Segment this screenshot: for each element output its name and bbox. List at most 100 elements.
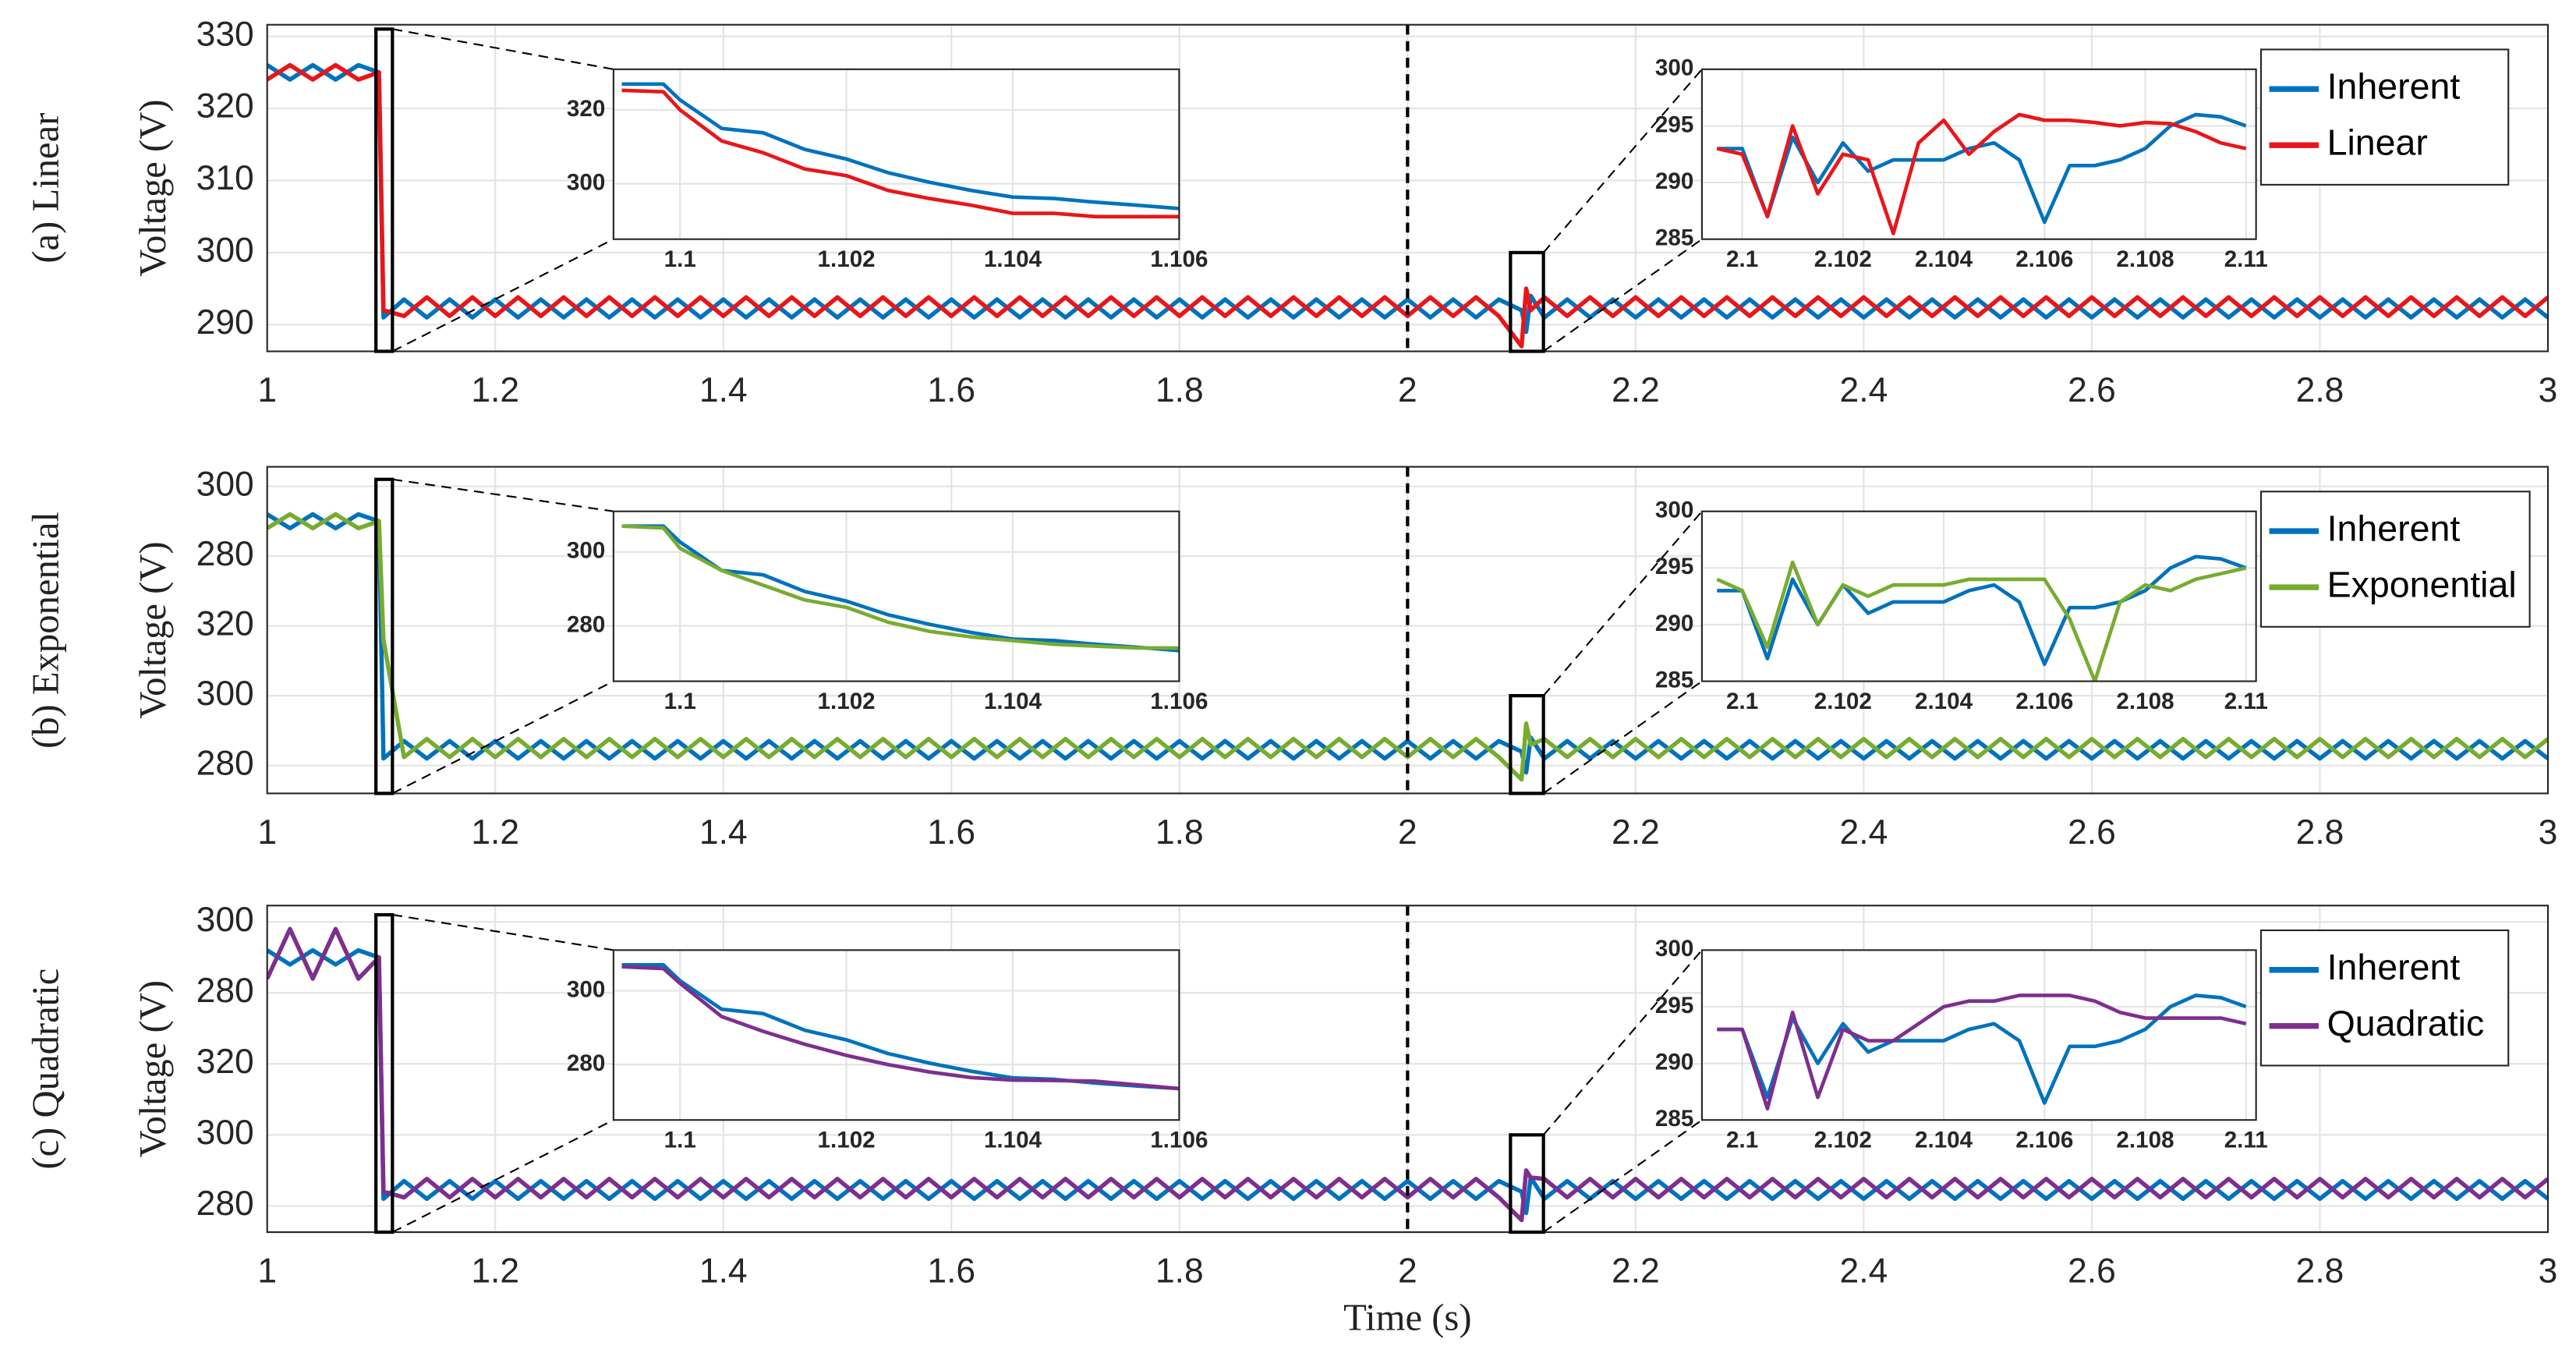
plot-background xyxy=(1701,511,2256,682)
y-tick-label: 285 xyxy=(1655,225,1693,251)
x-tick-label: 1.6 xyxy=(927,813,975,852)
plot-background xyxy=(613,511,1180,682)
zoom-connector xyxy=(391,680,614,795)
x-tick-label: 2.102 xyxy=(1814,689,1872,714)
y-tick-label: 300 xyxy=(567,976,605,1002)
x-tick-label: 2.104 xyxy=(1915,689,1973,714)
legend-label: Quadratic xyxy=(2327,1003,2485,1043)
legend-label: Inherent xyxy=(2327,66,2461,107)
inset-chart: 2.1 2.102 2.104 2.106 2.108 2.11 285 290 295 300 xyxy=(1655,936,2268,1153)
legend-label: Inherent xyxy=(2327,947,2461,987)
zoom-connector xyxy=(392,914,614,951)
plot-frame xyxy=(1700,510,2257,682)
x-tick-label: 1.2 xyxy=(471,813,519,852)
y-tick-label: 320 xyxy=(196,87,254,126)
zoom-box xyxy=(374,27,395,353)
x-tick-label: 1.1 xyxy=(664,1128,696,1153)
x-tick-label: 1.102 xyxy=(818,689,876,714)
y-tick-label: 285 xyxy=(1655,1106,1693,1132)
y-tick-label: 280 xyxy=(196,1185,254,1223)
x-tick-label: 3 xyxy=(2539,813,2558,852)
x-tick-label: 1.1 xyxy=(664,689,696,714)
x-tick-label: 2.1 xyxy=(1726,689,1758,714)
x-tick-label: 1.104 xyxy=(984,689,1042,714)
series-line xyxy=(621,524,1180,650)
y-tick-label: 320 xyxy=(567,96,605,122)
series-line xyxy=(267,926,2549,1223)
y-tick-label: 320 xyxy=(196,604,254,643)
y-tick-label: 330 xyxy=(196,15,254,53)
x-tick-label: 1.106 xyxy=(1150,246,1208,272)
x-tick-label: 2.6 xyxy=(2068,813,2116,852)
y-tick-label: 295 xyxy=(1655,554,1693,579)
x-tick-label: 1.4 xyxy=(699,371,748,409)
x-tick-label: 1.8 xyxy=(1155,813,1204,852)
x-tick-label: 2.108 xyxy=(2116,1128,2174,1153)
plot-frame xyxy=(612,68,1180,240)
zoom-box xyxy=(374,912,395,1234)
zoom-connector xyxy=(391,1119,614,1234)
plot-background xyxy=(613,69,1180,239)
x-tick-label: 2 xyxy=(1398,813,1417,852)
y-tick-label: 280 xyxy=(567,1050,605,1076)
zoom-box xyxy=(1509,250,1545,353)
x-tick-label: 2 xyxy=(1398,1252,1417,1291)
inset-chart: 2.1 2.102 2.104 2.106 2.108 2.11 285 290 295 300 xyxy=(1655,55,2268,272)
x-tick-label: 2.106 xyxy=(2015,1128,2073,1153)
x-tick-label: 2.108 xyxy=(2116,689,2174,714)
y-tick-label: 300 xyxy=(567,169,605,195)
y-tick-label: 300 xyxy=(1655,498,1693,523)
zoom-box xyxy=(1509,694,1545,795)
zoom-box xyxy=(1509,1133,1545,1234)
x-tick-label: 1 xyxy=(257,813,277,852)
plot-frame xyxy=(1700,949,2257,1121)
zoom-connector xyxy=(1542,69,1703,253)
y-tick-label: 300 xyxy=(196,232,254,270)
x-tick-label: 3 xyxy=(2539,1252,2558,1291)
x-tick-label: 2.6 xyxy=(2068,371,2116,409)
plot-frame xyxy=(266,905,2549,1234)
series-line xyxy=(267,62,2549,349)
x-tick-label: 2.8 xyxy=(2296,1252,2344,1291)
x-tick-label: 2 xyxy=(1398,371,1417,409)
series-line xyxy=(1716,112,2247,236)
y-tick-label: 290 xyxy=(1655,168,1693,194)
plot-frame xyxy=(612,510,1180,682)
plot-background xyxy=(1701,950,2256,1121)
plot-frame xyxy=(1700,68,2257,240)
plot-frame xyxy=(266,466,2549,795)
legend: Inherent Linear xyxy=(2259,48,2510,186)
y-tick-label: 300 xyxy=(1655,55,1693,81)
x-tick-label: 1.2 xyxy=(471,371,519,409)
legend: Inherent Exponential xyxy=(2259,491,2531,628)
x-tick-label: 1.6 xyxy=(927,1252,975,1291)
legend-box xyxy=(2259,48,2510,186)
y-tick-label: 300 xyxy=(567,538,605,564)
x-tick-label: 1.4 xyxy=(699,1252,748,1291)
x-tick-label: 2.1 xyxy=(1726,1128,1758,1153)
series-line xyxy=(621,965,1180,1091)
legend-box xyxy=(2259,491,2531,628)
series-line xyxy=(621,524,1180,653)
zoom-connector xyxy=(391,238,614,352)
x-tick-label: 1 xyxy=(257,1252,277,1291)
x-tick-label: 2.2 xyxy=(1612,813,1660,852)
x-tick-label: 2.106 xyxy=(2015,246,2073,272)
x-axis-label: Time (s) xyxy=(1343,1296,1471,1338)
series-line xyxy=(1717,554,2247,667)
x-tick-label: 2.11 xyxy=(2224,689,2268,714)
x-tick-label: 2.8 xyxy=(2296,371,2344,409)
zoom-connector xyxy=(392,28,614,70)
x-tick-label: 1.8 xyxy=(1155,371,1204,409)
x-tick-label: 1.6 xyxy=(927,371,975,409)
series-line xyxy=(621,88,1180,219)
inset-chart: 1.1 1.102 1.104 1.106 300 320 xyxy=(567,68,1208,272)
y-tick-label: 280 xyxy=(196,972,254,1010)
x-tick-label: 2.102 xyxy=(1814,246,1872,272)
zoom-connector xyxy=(1542,949,1703,1136)
y-tick-label: 280 xyxy=(196,535,254,573)
legend-box xyxy=(2259,929,2510,1067)
y-tick-label: 290 xyxy=(196,303,254,342)
y-tick-label: 310 xyxy=(196,159,254,197)
y-tick-label: 300 xyxy=(196,1114,254,1152)
